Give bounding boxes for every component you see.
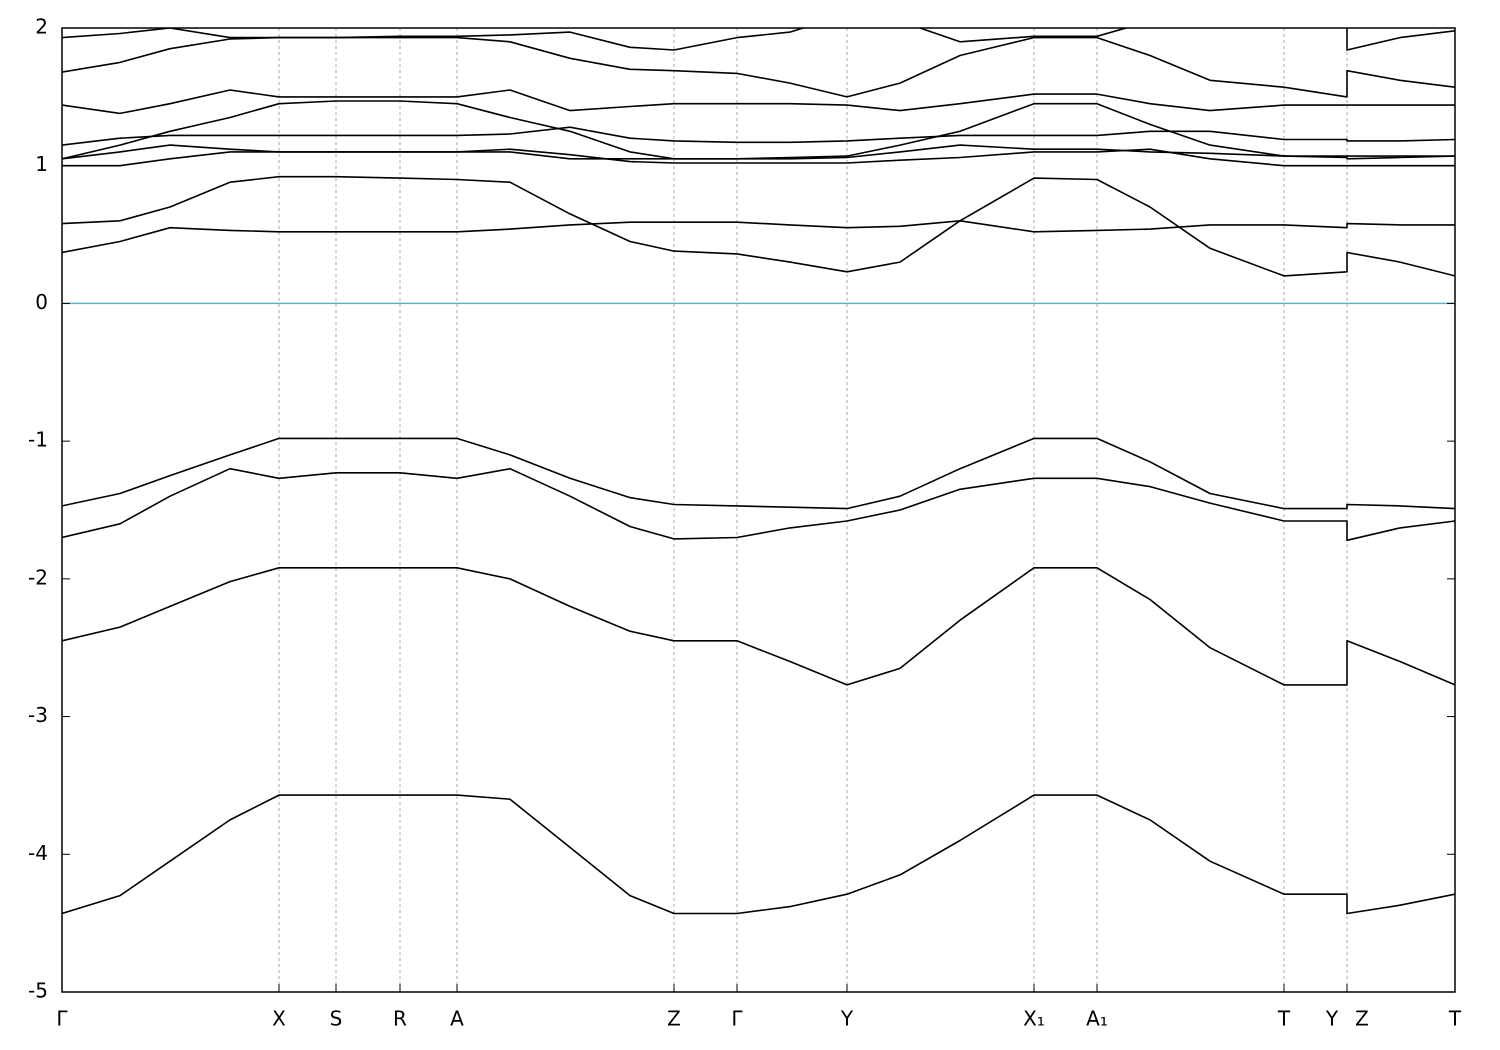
x-tick-label: R (393, 1007, 407, 1031)
band-line (62, 28, 1455, 51)
band-line (62, 144, 1455, 160)
x-tick-label: A₁ (1086, 1007, 1108, 1031)
x-tick-label: X₁ (1023, 1007, 1045, 1031)
x-tick-label: Z (1355, 1007, 1369, 1031)
band-line (62, 220, 1455, 254)
plot-frame (61, 27, 1456, 993)
x-tick-label: X (272, 1007, 286, 1031)
x-tick-label: T (1277, 1007, 1291, 1031)
x-tick-label: Y (840, 1007, 854, 1031)
grid (278, 28, 1348, 992)
band-line (62, 567, 1455, 686)
band-line (62, 89, 1455, 115)
bands (62, 28, 1455, 915)
band-line (62, 437, 1455, 510)
band-line (62, 126, 1455, 146)
band-line (62, 36, 1455, 98)
y-tick-label: 2 (35, 15, 48, 39)
band-line (62, 175, 1455, 277)
x-tick-label: Z (667, 1007, 681, 1031)
x-tick-label: S (330, 1007, 343, 1031)
band-line (62, 100, 1455, 160)
y-tick-label: -4 (28, 841, 48, 865)
y-tick-label: -5 (28, 979, 48, 1003)
x-tick-label: T (1448, 1007, 1462, 1031)
x-tick-label: Γ (731, 1007, 743, 1031)
band-line (62, 467, 1455, 542)
band-line (62, 794, 1455, 915)
y-tick-label: -2 (28, 565, 48, 589)
x-tick-label: A (450, 1007, 464, 1031)
x-tick-label: Y (1325, 1007, 1339, 1031)
y-tick-label: -3 (28, 703, 48, 727)
y-tick-label: -1 (28, 428, 48, 452)
y-tick-label: 0 (35, 290, 48, 314)
y-tick-label: 1 (35, 152, 48, 176)
x-tick-label: Γ (56, 1007, 68, 1031)
